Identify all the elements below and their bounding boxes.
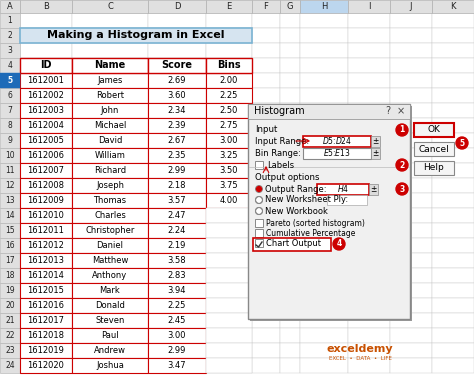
FancyBboxPatch shape	[280, 0, 300, 13]
FancyBboxPatch shape	[72, 43, 148, 58]
FancyBboxPatch shape	[348, 88, 390, 103]
FancyBboxPatch shape	[72, 178, 148, 193]
Text: 2.99: 2.99	[168, 346, 186, 355]
Text: 2.67: 2.67	[168, 136, 186, 145]
FancyBboxPatch shape	[148, 118, 206, 133]
Text: 1612018: 1612018	[27, 331, 64, 340]
FancyBboxPatch shape	[0, 73, 20, 88]
Text: 1612006: 1612006	[27, 151, 64, 160]
FancyBboxPatch shape	[432, 253, 474, 268]
Text: 1612002: 1612002	[27, 91, 64, 100]
Text: John: John	[101, 106, 119, 115]
FancyBboxPatch shape	[72, 313, 148, 328]
Text: 12: 12	[5, 181, 15, 190]
Text: C: C	[107, 2, 113, 11]
FancyBboxPatch shape	[0, 193, 20, 208]
FancyBboxPatch shape	[280, 358, 300, 373]
FancyBboxPatch shape	[252, 238, 280, 253]
FancyBboxPatch shape	[252, 223, 280, 238]
Text: 2.35: 2.35	[168, 151, 186, 160]
FancyBboxPatch shape	[300, 88, 348, 103]
FancyBboxPatch shape	[300, 193, 348, 208]
Text: Chart Output: Chart Output	[266, 240, 321, 249]
FancyBboxPatch shape	[432, 298, 474, 313]
FancyBboxPatch shape	[20, 298, 72, 313]
Text: Michael: Michael	[94, 121, 126, 130]
Text: 16: 16	[5, 241, 15, 250]
FancyBboxPatch shape	[20, 163, 72, 178]
Text: Charles: Charles	[94, 211, 126, 220]
Text: F: F	[264, 2, 268, 11]
FancyBboxPatch shape	[252, 298, 280, 313]
FancyBboxPatch shape	[369, 183, 378, 194]
FancyBboxPatch shape	[148, 88, 206, 103]
FancyBboxPatch shape	[252, 88, 280, 103]
FancyBboxPatch shape	[348, 313, 390, 328]
FancyBboxPatch shape	[20, 148, 72, 163]
FancyBboxPatch shape	[280, 43, 300, 58]
FancyBboxPatch shape	[252, 73, 280, 88]
FancyBboxPatch shape	[148, 88, 206, 103]
FancyBboxPatch shape	[148, 328, 206, 343]
FancyBboxPatch shape	[280, 283, 300, 298]
FancyBboxPatch shape	[72, 253, 148, 268]
FancyBboxPatch shape	[348, 133, 390, 148]
FancyBboxPatch shape	[348, 13, 390, 28]
FancyBboxPatch shape	[148, 13, 206, 28]
FancyBboxPatch shape	[206, 118, 252, 133]
FancyBboxPatch shape	[432, 148, 474, 163]
FancyBboxPatch shape	[20, 208, 72, 223]
FancyBboxPatch shape	[280, 28, 300, 43]
Text: 3.50: 3.50	[220, 166, 238, 175]
FancyBboxPatch shape	[300, 133, 348, 148]
FancyBboxPatch shape	[390, 58, 432, 73]
Text: 2.45: 2.45	[168, 316, 186, 325]
FancyBboxPatch shape	[148, 313, 206, 328]
Text: 24: 24	[5, 361, 15, 370]
Text: Output Range:: Output Range:	[265, 185, 327, 194]
FancyBboxPatch shape	[148, 178, 206, 193]
FancyBboxPatch shape	[0, 73, 20, 88]
FancyBboxPatch shape	[206, 208, 252, 223]
FancyBboxPatch shape	[348, 163, 390, 178]
FancyBboxPatch shape	[148, 223, 206, 238]
Text: 9: 9	[8, 136, 12, 145]
Text: 1612005: 1612005	[27, 136, 64, 145]
Circle shape	[396, 124, 408, 136]
Text: J: J	[410, 2, 412, 11]
Text: 1612004: 1612004	[27, 121, 64, 130]
FancyBboxPatch shape	[20, 268, 72, 283]
Text: 5: 5	[8, 76, 12, 85]
Circle shape	[255, 185, 263, 193]
FancyBboxPatch shape	[255, 161, 263, 169]
Text: 2: 2	[400, 160, 405, 169]
Text: 19: 19	[5, 286, 15, 295]
FancyBboxPatch shape	[280, 208, 300, 223]
FancyBboxPatch shape	[20, 268, 72, 283]
FancyBboxPatch shape	[0, 43, 20, 58]
FancyBboxPatch shape	[148, 268, 206, 283]
FancyBboxPatch shape	[280, 328, 300, 343]
FancyBboxPatch shape	[206, 298, 252, 313]
Text: 1612020: 1612020	[27, 361, 64, 370]
FancyBboxPatch shape	[72, 298, 148, 313]
FancyBboxPatch shape	[20, 13, 72, 28]
FancyBboxPatch shape	[72, 313, 148, 328]
FancyBboxPatch shape	[390, 298, 432, 313]
FancyBboxPatch shape	[72, 103, 148, 118]
FancyBboxPatch shape	[206, 133, 252, 148]
FancyBboxPatch shape	[432, 313, 474, 328]
FancyBboxPatch shape	[148, 238, 206, 253]
FancyBboxPatch shape	[72, 88, 148, 103]
Text: Christopher: Christopher	[85, 226, 135, 235]
FancyBboxPatch shape	[0, 253, 20, 268]
Circle shape	[396, 159, 408, 171]
Text: 1612012: 1612012	[27, 241, 64, 250]
FancyBboxPatch shape	[72, 238, 148, 253]
FancyBboxPatch shape	[432, 28, 474, 43]
FancyBboxPatch shape	[390, 253, 432, 268]
FancyBboxPatch shape	[72, 253, 148, 268]
Text: 2.47: 2.47	[168, 211, 186, 220]
FancyBboxPatch shape	[148, 358, 206, 373]
